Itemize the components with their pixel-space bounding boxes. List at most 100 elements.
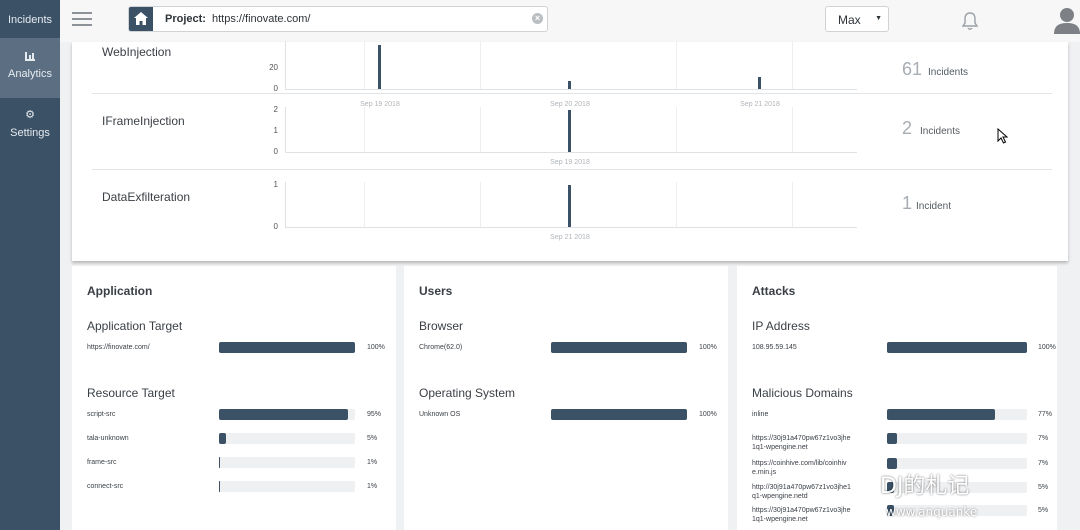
- bar-chart-icon: [25, 52, 35, 61]
- percent-bar: [887, 409, 1027, 420]
- project-url: https://finovate.com/: [212, 13, 311, 25]
- menu-icon[interactable]: [72, 12, 92, 26]
- y-axis: [285, 182, 286, 227]
- percent-bar: [887, 433, 1027, 444]
- incident-name: WebInjection: [102, 45, 172, 59]
- item-percent: 5%: [1038, 484, 1049, 491]
- incidents-card: WebInjection 20 0 Sep 19 2018 Sep 20 201…: [72, 41, 1068, 261]
- application-panel: Application Application Target https://f…: [72, 266, 396, 530]
- percent-bar: [887, 458, 1027, 469]
- avatar[interactable]: [1054, 6, 1080, 34]
- attacks-panel: Attacks IP Address 108.95.59.145 100% Ma…: [737, 266, 1057, 530]
- panel-title: Application: [87, 284, 153, 298]
- item-label: inline: [752, 411, 769, 418]
- section-title: Resource Target: [87, 386, 175, 400]
- section-title: Malicious Domains: [752, 386, 853, 400]
- percent-bar: [551, 409, 687, 420]
- users-panel: Users Browser Chrome(62.0) 100% Operatin…: [404, 266, 728, 530]
- item-percent: 1%: [367, 483, 378, 490]
- project-label: Project:: [165, 13, 206, 25]
- panel-title: Users: [419, 284, 453, 298]
- section-title: Browser: [419, 319, 464, 333]
- item-label: https://30j91a470pw67z1vo3jhe 1q1-wpengin…: [752, 507, 851, 523]
- sidebar-item-settings[interactable]: ⚙ Settings: [0, 109, 60, 140]
- y-tick: 0: [273, 222, 278, 231]
- item-label: https://30j91a470pw67z1vo3jhe 1q1-wpengin…: [752, 435, 851, 451]
- item-label: https://coinhive.com/lib/coinhiv e.min.js: [752, 460, 847, 476]
- item-label: Chrome(62.0): [419, 344, 463, 351]
- x-axis: [285, 152, 857, 153]
- y-tick: 20: [269, 63, 278, 72]
- item-percent: 5%: [1038, 507, 1049, 514]
- item-percent: 100%: [699, 344, 717, 351]
- incident-spike: [568, 185, 571, 227]
- percent-fill: [219, 342, 355, 353]
- percent-fill: [887, 482, 894, 493]
- gear-icon: ⚙: [25, 109, 35, 121]
- project-selector[interactable]: Project: https://finovate.com/ ×: [128, 6, 548, 32]
- item-percent: 7%: [1038, 435, 1049, 442]
- incident-unit: Incidents: [928, 67, 969, 78]
- incident-unit: Incident: [916, 201, 952, 212]
- item-label: connect-src: [87, 483, 124, 490]
- incident-spike: [568, 110, 571, 152]
- mouse-cursor-icon: [997, 128, 1009, 144]
- y-axis: [285, 41, 286, 89]
- time-range-select[interactable]: Max ▼: [825, 6, 889, 32]
- incident-count: 61: [902, 59, 923, 79]
- item-label: https://finovate.com/: [87, 344, 150, 351]
- section-title: Application Target: [87, 319, 183, 333]
- panel-title: Attacks: [752, 284, 796, 298]
- sidebar-item-analytics[interactable]: Analytics: [0, 38, 60, 98]
- percent-bar: [219, 433, 355, 444]
- x-axis: [285, 89, 857, 90]
- item-percent: 77%: [1038, 411, 1053, 418]
- percent-fill: [219, 409, 349, 420]
- incident-row-iframeinjection: IFrameInjection 2 1 0 Sep 19 2018 2 Inci…: [92, 95, 1052, 170]
- sidebar-item-label: Settings: [10, 127, 50, 139]
- percent-fill: [887, 505, 894, 516]
- home-button[interactable]: [129, 7, 153, 31]
- item-label: 108.95.59.145: [752, 344, 797, 351]
- caret-down-icon: ▼: [875, 15, 882, 22]
- date-label: Sep 21 2018: [550, 234, 590, 241]
- percent-fill: [887, 458, 897, 469]
- incident-spike: [568, 81, 571, 89]
- item-label: frame-src: [87, 459, 117, 466]
- y-tick: 0: [273, 84, 278, 93]
- percent-fill: [219, 457, 221, 468]
- section-title: IP Address: [752, 319, 810, 333]
- percent-bar: [219, 342, 355, 353]
- sidebar-item-label: Analytics: [7, 68, 53, 80]
- y-tick: 1: [273, 180, 278, 189]
- bell-icon[interactable]: [961, 12, 979, 36]
- incident-name: IFrameInjection: [102, 114, 185, 128]
- date-label: Sep 20 2018: [550, 101, 590, 108]
- date-label: Sep 19 2018: [550, 159, 590, 166]
- item-percent: 100%: [1038, 344, 1056, 351]
- incident-spike: [758, 77, 761, 89]
- incident-name: DataExfilteration: [102, 190, 191, 204]
- y-axis: [285, 107, 286, 152]
- top-bar: Project: https://finovate.com/ × Max ▼: [60, 0, 1080, 42]
- x-axis: [285, 227, 857, 228]
- percent-fill: [219, 433, 226, 444]
- incident-row-dataexfilteration: DataExfilteration 1 0 Sep 21 2018 1 Inci…: [92, 170, 1052, 245]
- percent-fill: [219, 481, 221, 492]
- sidebar-item-incidents[interactable]: Incidents: [0, 14, 60, 26]
- item-label: http://30j91a470pw67z1vo3jhe1 q1-wpengine…: [752, 484, 851, 500]
- percent-bar: [219, 409, 355, 420]
- y-tick: 1: [273, 126, 278, 135]
- item-percent: 7%: [1038, 460, 1049, 467]
- section-title: Operating System: [419, 386, 516, 400]
- incident-row-webinjection: WebInjection 20 0 Sep 19 2018 Sep 20 201…: [92, 19, 1052, 108]
- y-tick: 0: [273, 147, 278, 156]
- incident-unit: Incidents: [920, 126, 961, 137]
- watermark: DJ的札记: [880, 474, 970, 499]
- percent-bar: [219, 481, 355, 492]
- date-label: Sep 21 2018: [740, 101, 780, 108]
- clear-icon[interactable]: ×: [532, 13, 543, 24]
- percent-fill: [887, 342, 1027, 353]
- item-percent: 100%: [367, 344, 385, 351]
- percent-bar: [887, 505, 1027, 516]
